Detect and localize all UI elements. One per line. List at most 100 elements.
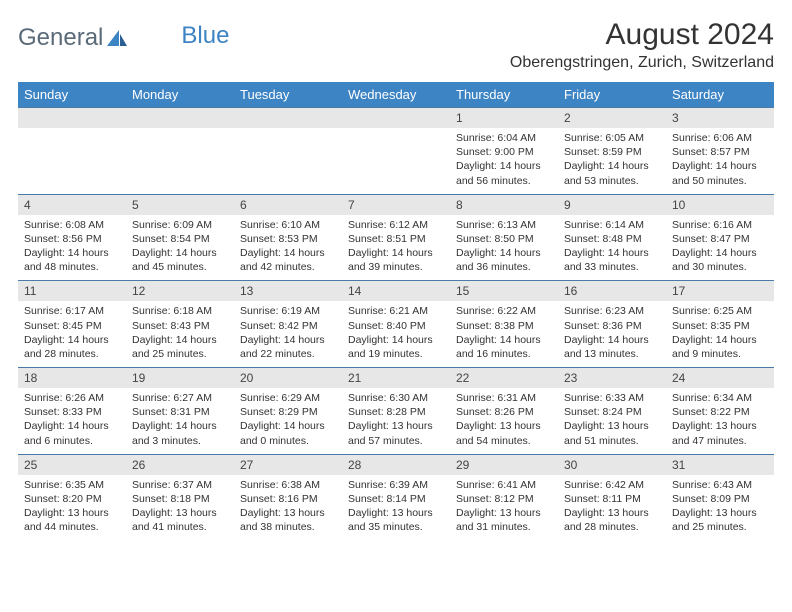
daylight-line: Daylight: 14 hours and 0 minutes. (240, 419, 336, 447)
calendar-daynum-row: 123 (18, 108, 774, 129)
day-info-cell: Sunrise: 6:09 AMSunset: 8:54 PMDaylight:… (126, 215, 234, 281)
day-number-cell: 8 (450, 194, 558, 215)
calendar-daynum-row: 18192021222324 (18, 368, 774, 389)
sunset-line: Sunset: 8:47 PM (672, 232, 768, 246)
daylight-line: Daylight: 13 hours and 41 minutes. (132, 506, 228, 534)
sunset-line: Sunset: 8:42 PM (240, 319, 336, 333)
daylight-line: Daylight: 14 hours and 9 minutes. (672, 333, 768, 361)
sunrise-line: Sunrise: 6:33 AM (564, 391, 660, 405)
day-info-cell: Sunrise: 6:38 AMSunset: 8:16 PMDaylight:… (234, 475, 342, 541)
sunset-line: Sunset: 8:33 PM (24, 405, 120, 419)
day-number-cell: 31 (666, 454, 774, 475)
day-info-cell (342, 128, 450, 194)
sunrise-line: Sunrise: 6:29 AM (240, 391, 336, 405)
daylight-line: Daylight: 13 hours and 54 minutes. (456, 419, 552, 447)
day-number-cell: 17 (666, 281, 774, 302)
sunset-line: Sunset: 8:14 PM (348, 492, 444, 506)
sunrise-line: Sunrise: 6:22 AM (456, 304, 552, 318)
sunrise-line: Sunrise: 6:04 AM (456, 131, 552, 145)
page-title: August 2024 (510, 18, 774, 52)
day-number-cell: 19 (126, 368, 234, 389)
logo-sail-icon (105, 28, 129, 48)
day-number-cell: 30 (558, 454, 666, 475)
day-info-cell: Sunrise: 6:18 AMSunset: 8:43 PMDaylight:… (126, 301, 234, 367)
title-block: August 2024 Oberengstringen, Zurich, Swi… (510, 18, 774, 72)
calendar-header-row: Sunday Monday Tuesday Wednesday Thursday… (18, 82, 774, 108)
sunset-line: Sunset: 8:35 PM (672, 319, 768, 333)
sunset-line: Sunset: 8:31 PM (132, 405, 228, 419)
day-info-cell: Sunrise: 6:25 AMSunset: 8:35 PMDaylight:… (666, 301, 774, 367)
sunrise-line: Sunrise: 6:23 AM (564, 304, 660, 318)
daylight-line: Daylight: 13 hours and 28 minutes. (564, 506, 660, 534)
day-number-cell: 16 (558, 281, 666, 302)
daylight-line: Daylight: 13 hours and 35 minutes. (348, 506, 444, 534)
daylight-line: Daylight: 14 hours and 45 minutes. (132, 246, 228, 274)
daylight-line: Daylight: 14 hours and 48 minutes. (24, 246, 120, 274)
day-info-cell (126, 128, 234, 194)
calendar-daynum-row: 11121314151617 (18, 281, 774, 302)
daylight-line: Daylight: 14 hours and 6 minutes. (24, 419, 120, 447)
sunrise-line: Sunrise: 6:13 AM (456, 218, 552, 232)
sunset-line: Sunset: 8:22 PM (672, 405, 768, 419)
sunrise-line: Sunrise: 6:09 AM (132, 218, 228, 232)
day-header: Saturday (666, 82, 774, 108)
sunrise-line: Sunrise: 6:27 AM (132, 391, 228, 405)
daylight-line: Daylight: 13 hours and 25 minutes. (672, 506, 768, 534)
sunrise-line: Sunrise: 6:25 AM (672, 304, 768, 318)
calendar-table: Sunday Monday Tuesday Wednesday Thursday… (18, 82, 774, 541)
daylight-line: Daylight: 13 hours and 47 minutes. (672, 419, 768, 447)
sunrise-line: Sunrise: 6:12 AM (348, 218, 444, 232)
day-number-cell: 28 (342, 454, 450, 475)
page-header: General Blue August 2024 Oberengstringen… (18, 18, 774, 72)
sunset-line: Sunset: 8:57 PM (672, 145, 768, 159)
page-subtitle: Oberengstringen, Zurich, Switzerland (510, 54, 774, 72)
day-header: Thursday (450, 82, 558, 108)
day-info-cell (234, 128, 342, 194)
sunset-line: Sunset: 8:18 PM (132, 492, 228, 506)
day-info-cell: Sunrise: 6:23 AMSunset: 8:36 PMDaylight:… (558, 301, 666, 367)
sunset-line: Sunset: 8:36 PM (564, 319, 660, 333)
day-info-cell: Sunrise: 6:06 AMSunset: 8:57 PMDaylight:… (666, 128, 774, 194)
day-number-cell: 25 (18, 454, 126, 475)
daylight-line: Daylight: 13 hours and 38 minutes. (240, 506, 336, 534)
day-info-cell: Sunrise: 6:10 AMSunset: 8:53 PMDaylight:… (234, 215, 342, 281)
day-info-cell: Sunrise: 6:13 AMSunset: 8:50 PMDaylight:… (450, 215, 558, 281)
day-info-cell: Sunrise: 6:43 AMSunset: 8:09 PMDaylight:… (666, 475, 774, 541)
daylight-line: Daylight: 13 hours and 57 minutes. (348, 419, 444, 447)
day-info-cell: Sunrise: 6:33 AMSunset: 8:24 PMDaylight:… (558, 388, 666, 454)
day-number-cell: 29 (450, 454, 558, 475)
day-number-cell (126, 108, 234, 129)
day-number-cell: 27 (234, 454, 342, 475)
sunrise-line: Sunrise: 6:43 AM (672, 478, 768, 492)
brand-logo: General Blue (18, 18, 229, 52)
sunrise-line: Sunrise: 6:19 AM (240, 304, 336, 318)
daylight-line: Daylight: 14 hours and 50 minutes. (672, 159, 768, 187)
brand-part2: Blue (181, 22, 229, 50)
sunrise-line: Sunrise: 6:38 AM (240, 478, 336, 492)
sunset-line: Sunset: 8:56 PM (24, 232, 120, 246)
sunset-line: Sunset: 8:59 PM (564, 145, 660, 159)
sunrise-line: Sunrise: 6:39 AM (348, 478, 444, 492)
day-header: Wednesday (342, 82, 450, 108)
day-info-cell: Sunrise: 6:35 AMSunset: 8:20 PMDaylight:… (18, 475, 126, 541)
brand-part1: General (18, 24, 103, 52)
day-number-cell: 5 (126, 194, 234, 215)
calendar-info-row: Sunrise: 6:35 AMSunset: 8:20 PMDaylight:… (18, 475, 774, 541)
sunset-line: Sunset: 8:12 PM (456, 492, 552, 506)
daylight-line: Daylight: 14 hours and 56 minutes. (456, 159, 552, 187)
sunset-line: Sunset: 9:00 PM (456, 145, 552, 159)
calendar-body: 123Sunrise: 6:04 AMSunset: 9:00 PMDaylig… (18, 108, 774, 541)
day-info-cell: Sunrise: 6:29 AMSunset: 8:29 PMDaylight:… (234, 388, 342, 454)
daylight-line: Daylight: 14 hours and 13 minutes. (564, 333, 660, 361)
sunrise-line: Sunrise: 6:26 AM (24, 391, 120, 405)
day-number-cell: 12 (126, 281, 234, 302)
day-number-cell (342, 108, 450, 129)
day-info-cell: Sunrise: 6:16 AMSunset: 8:47 PMDaylight:… (666, 215, 774, 281)
sunset-line: Sunset: 8:09 PM (672, 492, 768, 506)
day-info-cell: Sunrise: 6:08 AMSunset: 8:56 PMDaylight:… (18, 215, 126, 281)
day-number-cell: 1 (450, 108, 558, 129)
day-info-cell: Sunrise: 6:22 AMSunset: 8:38 PMDaylight:… (450, 301, 558, 367)
sunset-line: Sunset: 8:16 PM (240, 492, 336, 506)
sunrise-line: Sunrise: 6:18 AM (132, 304, 228, 318)
sunset-line: Sunset: 8:50 PM (456, 232, 552, 246)
